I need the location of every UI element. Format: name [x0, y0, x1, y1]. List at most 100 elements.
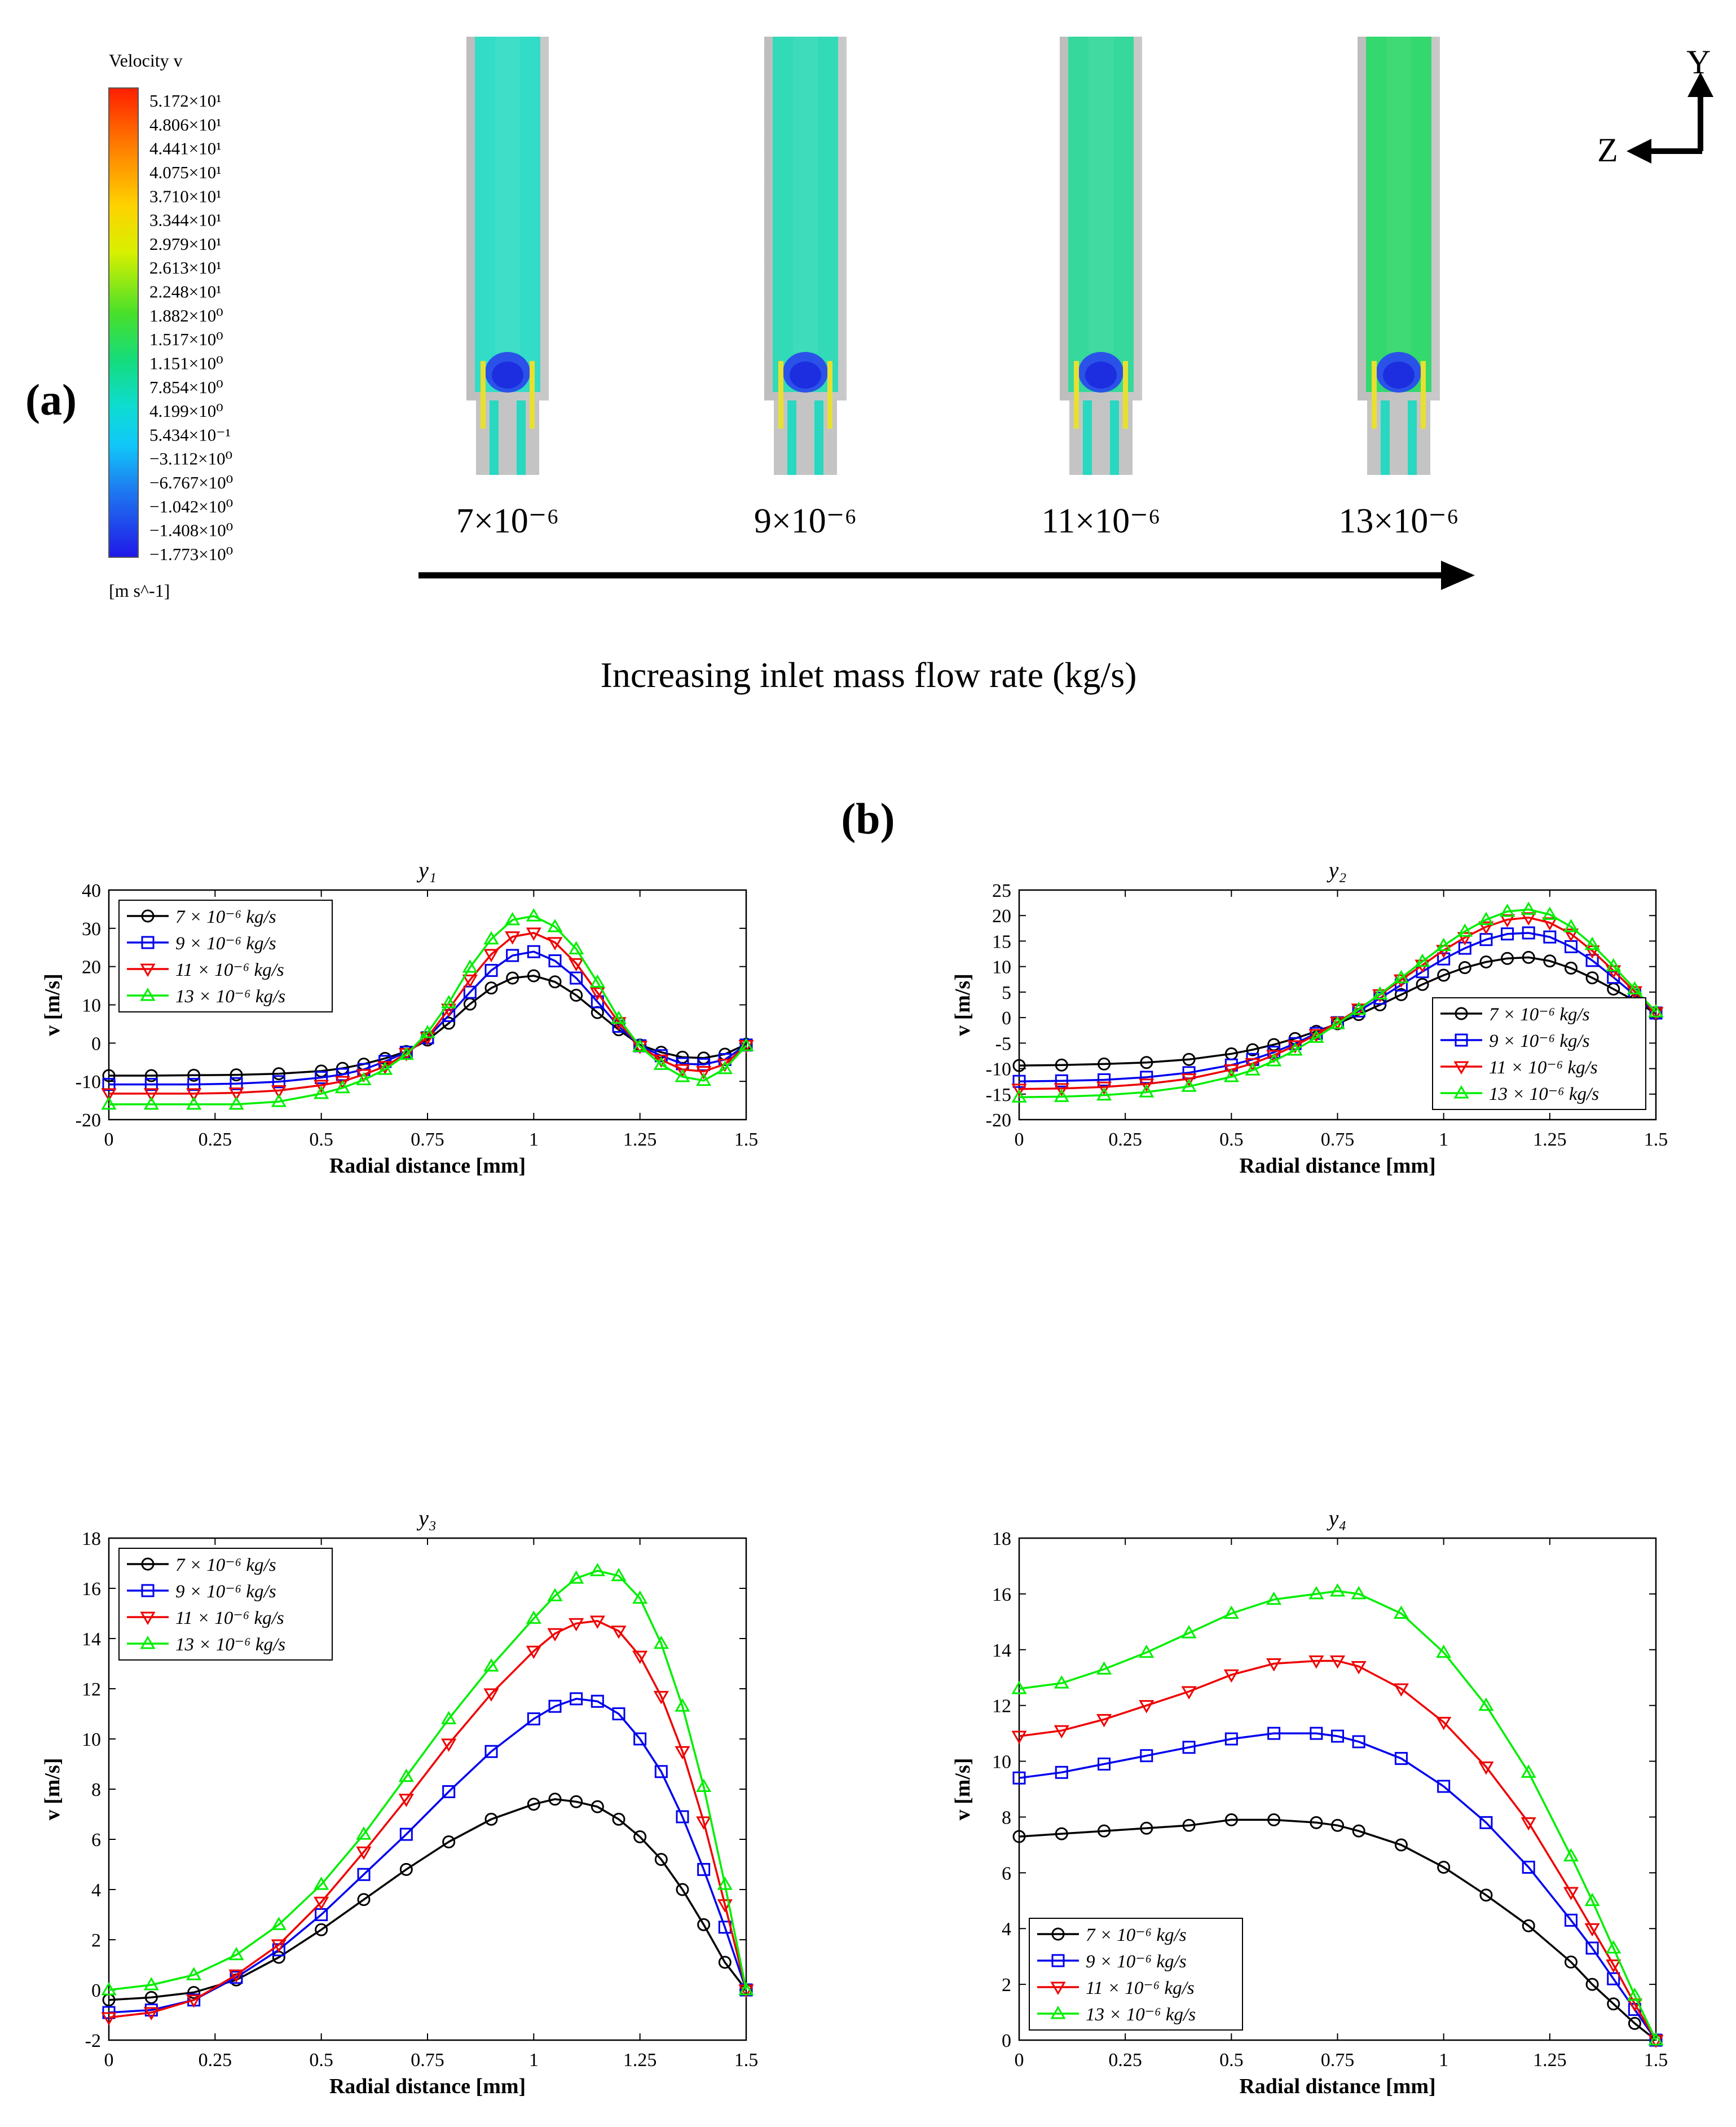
data-point [718, 1956, 732, 1969]
data-point [738, 1982, 754, 1996]
data-series [1011, 1655, 1664, 2048]
data-point [144, 1078, 158, 1091]
y-axis-label: v [m/s] [951, 974, 975, 1036]
data-point [441, 995, 457, 1009]
x-tick-label: 0.5 [1219, 1129, 1244, 1150]
series-line [1019, 1659, 1657, 2041]
colorbar-gradient [108, 87, 139, 558]
data-point [101, 1096, 117, 1110]
data-point [569, 1618, 584, 1632]
arrow-caption: Increasing inlet mass flow rate (kg/s) [601, 655, 1137, 695]
data-point [1096, 1081, 1112, 1095]
y-tick-label: -15 [986, 1085, 1011, 1106]
x-tick-label: 0.5 [309, 2050, 333, 2071]
colorbar-tick-label: 3.710×10¹ [149, 186, 222, 206]
y-tick-label: 18 [992, 1529, 1011, 1549]
contour-tube: 9×10⁻⁶ [754, 37, 857, 540]
y-tick-label: -20 [76, 1110, 101, 1131]
data-point [462, 959, 478, 973]
series-line [108, 1569, 747, 1991]
data-point [570, 989, 583, 1002]
data-point [1096, 1087, 1112, 1101]
data-point [1499, 903, 1515, 917]
data-point [314, 1085, 329, 1099]
data-point [676, 1810, 689, 1824]
data-point [399, 1862, 413, 1876]
y-tick-label: 6 [91, 1830, 101, 1851]
data-point [611, 1010, 627, 1024]
data-point [675, 1069, 690, 1082]
data-point [717, 1899, 733, 1913]
data-point [1054, 1725, 1069, 1739]
data-point [506, 949, 519, 962]
data-point [187, 1068, 201, 1082]
data-point [1521, 1817, 1536, 1831]
data-point [272, 1075, 285, 1089]
data-point [1522, 1919, 1535, 1932]
coordinate-axes: Y Z [1597, 43, 1713, 169]
data-point [187, 1985, 201, 1999]
data-point [1479, 955, 1493, 969]
data-point [570, 1692, 583, 1706]
data-point [1543, 954, 1557, 968]
data-point [653, 1690, 669, 1705]
legend-box [1029, 1918, 1243, 2031]
legend-marker [141, 1584, 155, 1597]
data-point [1437, 968, 1451, 982]
data-point [1224, 1813, 1238, 1826]
data-point [399, 1827, 413, 1841]
data-point [1543, 930, 1557, 944]
series-line [1019, 1590, 1657, 2041]
x-tick-label: 0.25 [199, 2050, 232, 2071]
line-chart: y₃0 0.25 0.5 0.75 1 1.25 1.5-2024681012141618R… [41, 1505, 758, 2098]
data-point [1182, 1053, 1196, 1066]
data-point [1584, 945, 1600, 959]
data-point [1521, 901, 1536, 915]
data-point [632, 1650, 648, 1664]
series-line [109, 950, 747, 1086]
series-line [1019, 956, 1656, 1067]
data-point [186, 1967, 202, 1980]
x-tick-label: 0.25 [1108, 2050, 1142, 2071]
colorbar-tick-label: −1.773×10⁰ [149, 544, 233, 564]
data-point [697, 1862, 711, 1876]
x-tick-label: 0.75 [1321, 2050, 1355, 2071]
x-tick-label: 0.25 [199, 1129, 232, 1150]
colorbar-tick-label: 4.075×10¹ [149, 162, 222, 182]
x-axis-label: Radial distance [mm] [1239, 2075, 1435, 2098]
data-point [697, 1918, 711, 1931]
data-point [1308, 1029, 1324, 1043]
legend-marker [141, 909, 155, 923]
legend-box [118, 1548, 333, 1661]
data-point [527, 1798, 540, 1811]
y-tick-label: 4 [91, 1880, 101, 1901]
y-tick-label: 0 [91, 1033, 101, 1054]
series-line [109, 932, 747, 1095]
data-point [1012, 1771, 1026, 1785]
data-point [1585, 971, 1599, 985]
data-point [484, 963, 498, 977]
data-point [696, 1778, 712, 1793]
data-point [569, 1570, 584, 1584]
chart-title: y₃ [416, 1505, 437, 1531]
x-axis-label: Radial distance [mm] [1239, 1154, 1435, 1178]
y-tick-label: 30 [82, 919, 101, 940]
data-point [1352, 1824, 1365, 1838]
data-point [527, 945, 540, 958]
y-tick-label: 10 [82, 1729, 101, 1750]
data-point [653, 1056, 669, 1070]
colorbar-tick-label: 1.151×10⁰ [149, 353, 223, 373]
data-point [1479, 1888, 1493, 1902]
legend-marker [1455, 1007, 1468, 1020]
legend-entry: 11 × 10⁻⁶ kg/s [1086, 1978, 1195, 1998]
data-point [570, 1795, 583, 1808]
data-point [527, 969, 540, 983]
data-point [591, 1800, 604, 1813]
legend: 7 × 10⁻⁶ kg/s 9 × 10⁻⁶ kg/s 11 × 10⁻⁶ kg/s… [118, 1548, 333, 1661]
data-point [1584, 1923, 1600, 1937]
y-tick-label: 0 [91, 1980, 101, 2001]
data-point [1607, 1972, 1620, 1985]
line-charts: y₁0 0.25 0.5 0.75 1 1.25 1.5-20-10010203040Rad… [41, 857, 1668, 2098]
data-point [1585, 954, 1599, 967]
data-series [1012, 1813, 1663, 2047]
